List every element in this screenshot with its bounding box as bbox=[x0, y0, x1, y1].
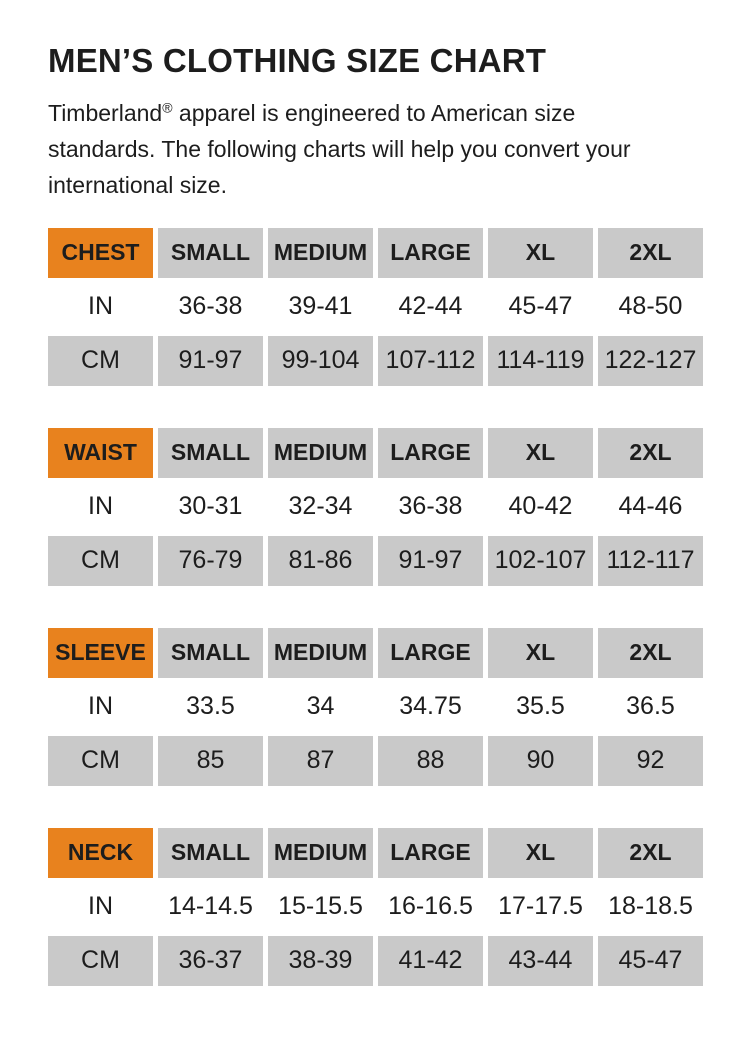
centimeters-row: CM 76-79 81-86 91-97 102-107 112-117 bbox=[48, 535, 703, 586]
size-table-waist: WAIST SMALL MEDIUM LARGE XL 2XL IN 30-31… bbox=[43, 424, 708, 590]
size-table-neck: NECK SMALL MEDIUM LARGE XL 2XL IN 14-14.… bbox=[43, 824, 708, 990]
in-value-cell: 18-18.5 bbox=[598, 881, 703, 932]
size-header-cell: SMALL bbox=[158, 827, 263, 878]
size-header-cell: LARGE bbox=[378, 227, 483, 278]
unit-cell-cm: CM bbox=[48, 935, 153, 986]
centimeters-row: CM 36-37 38-39 41-42 43-44 45-47 bbox=[48, 935, 703, 986]
cm-value-cell: 43-44 bbox=[488, 935, 593, 986]
page-title: MEN’S CLOTHING SIZE CHART bbox=[48, 42, 547, 79]
in-value-cell: 36-38 bbox=[378, 481, 483, 532]
in-value-cell: 36-38 bbox=[158, 281, 263, 332]
in-value-cell: 40-42 bbox=[488, 481, 593, 532]
size-header-cell: 2XL bbox=[598, 627, 703, 678]
size-header-cell: XL bbox=[488, 827, 593, 878]
inches-row: IN 33.5 34 34.75 35.5 36.5 bbox=[48, 681, 703, 732]
size-header-cell: SMALL bbox=[158, 627, 263, 678]
cm-value-cell: 36-37 bbox=[158, 935, 263, 986]
unit-cell-in: IN bbox=[48, 881, 153, 932]
cm-value-cell: 112-117 bbox=[598, 535, 703, 586]
size-header-cell: MEDIUM bbox=[268, 827, 373, 878]
in-value-cell: 30-31 bbox=[158, 481, 263, 532]
in-value-cell: 14-14.5 bbox=[158, 881, 263, 932]
unit-cell-cm: CM bbox=[48, 535, 153, 586]
inches-row: IN 36-38 39-41 42-44 45-47 48-50 bbox=[48, 281, 703, 332]
size-header-cell: SMALL bbox=[158, 427, 263, 478]
in-value-cell: 39-41 bbox=[268, 281, 373, 332]
header-row: WAIST SMALL MEDIUM LARGE XL 2XL bbox=[48, 427, 703, 478]
header-row: SLEEVE SMALL MEDIUM LARGE XL 2XL bbox=[48, 627, 703, 678]
size-table-chest: CHEST SMALL MEDIUM LARGE XL 2XL IN 36-38… bbox=[43, 224, 708, 390]
table-category-cell: CHEST bbox=[48, 227, 153, 278]
in-value-cell: 36.5 bbox=[598, 681, 703, 732]
size-header-cell: XL bbox=[488, 427, 593, 478]
in-value-cell: 45-47 bbox=[488, 281, 593, 332]
centimeters-row: CM 85 87 88 90 92 bbox=[48, 735, 703, 786]
size-header-cell: XL bbox=[488, 227, 593, 278]
size-header-cell: MEDIUM bbox=[268, 227, 373, 278]
cm-value-cell: 92 bbox=[598, 735, 703, 786]
cm-value-cell: 91-97 bbox=[378, 535, 483, 586]
table-category-cell: WAIST bbox=[48, 427, 153, 478]
cm-value-cell: 114-119 bbox=[488, 335, 593, 386]
cm-value-cell: 76-79 bbox=[158, 535, 263, 586]
size-header-cell: MEDIUM bbox=[268, 427, 373, 478]
in-value-cell: 42-44 bbox=[378, 281, 483, 332]
table-category-cell: SLEEVE bbox=[48, 627, 153, 678]
in-value-cell: 35.5 bbox=[488, 681, 593, 732]
unit-cell-in: IN bbox=[48, 681, 153, 732]
cm-value-cell: 85 bbox=[158, 735, 263, 786]
unit-cell-cm: CM bbox=[48, 735, 153, 786]
in-value-cell: 15-15.5 bbox=[268, 881, 373, 932]
cm-value-cell: 88 bbox=[378, 735, 483, 786]
size-table-sleeve: SLEEVE SMALL MEDIUM LARGE XL 2XL IN 33.5… bbox=[43, 624, 708, 790]
size-header-cell: 2XL bbox=[598, 227, 703, 278]
size-header-cell: XL bbox=[488, 627, 593, 678]
header-row: CHEST SMALL MEDIUM LARGE XL 2XL bbox=[48, 227, 703, 278]
in-value-cell: 16-16.5 bbox=[378, 881, 483, 932]
size-header-cell: SMALL bbox=[158, 227, 263, 278]
in-value-cell: 33.5 bbox=[158, 681, 263, 732]
in-value-cell: 34.75 bbox=[378, 681, 483, 732]
intro-body: apparel is engineered to American size s… bbox=[48, 99, 631, 198]
cm-value-cell: 81-86 bbox=[268, 535, 373, 586]
in-value-cell: 32-34 bbox=[268, 481, 373, 532]
cm-value-cell: 107-112 bbox=[378, 335, 483, 386]
cm-value-cell: 90 bbox=[488, 735, 593, 786]
in-value-cell: 48-50 bbox=[598, 281, 703, 332]
cm-value-cell: 122-127 bbox=[598, 335, 703, 386]
header-row: NECK SMALL MEDIUM LARGE XL 2XL bbox=[48, 827, 703, 878]
unit-cell-in: IN bbox=[48, 481, 153, 532]
centimeters-row: CM 91-97 99-104 107-112 114-119 122-127 bbox=[48, 335, 703, 386]
table-category-cell: NECK bbox=[48, 827, 153, 878]
in-value-cell: 44-46 bbox=[598, 481, 703, 532]
cm-value-cell: 87 bbox=[268, 735, 373, 786]
registered-trademark-symbol: ® bbox=[162, 99, 173, 116]
in-value-cell: 34 bbox=[268, 681, 373, 732]
intro-text: Timberland® apparel is engineered to Ame… bbox=[48, 95, 662, 203]
size-header-cell: LARGE bbox=[378, 427, 483, 478]
size-header-cell: 2XL bbox=[598, 427, 703, 478]
cm-value-cell: 99-104 bbox=[268, 335, 373, 386]
size-header-cell: LARGE bbox=[378, 627, 483, 678]
size-header-cell: 2XL bbox=[598, 827, 703, 878]
cm-value-cell: 41-42 bbox=[378, 935, 483, 986]
in-value-cell: 17-17.5 bbox=[488, 881, 593, 932]
size-header-cell: LARGE bbox=[378, 827, 483, 878]
inches-row: IN 30-31 32-34 36-38 40-42 44-46 bbox=[48, 481, 703, 532]
unit-cell-cm: CM bbox=[48, 335, 153, 386]
cm-value-cell: 102-107 bbox=[488, 535, 593, 586]
inches-row: IN 14-14.5 15-15.5 16-16.5 17-17.5 18-18… bbox=[48, 881, 703, 932]
size-chart-page: MEN’S CLOTHING SIZE CHART Timberland® ap… bbox=[43, 42, 708, 990]
cm-value-cell: 45-47 bbox=[598, 935, 703, 986]
cm-value-cell: 91-97 bbox=[158, 335, 263, 386]
brand-name: Timberland bbox=[48, 99, 163, 126]
unit-cell-in: IN bbox=[48, 281, 153, 332]
cm-value-cell: 38-39 bbox=[268, 935, 373, 986]
size-header-cell: MEDIUM bbox=[268, 627, 373, 678]
